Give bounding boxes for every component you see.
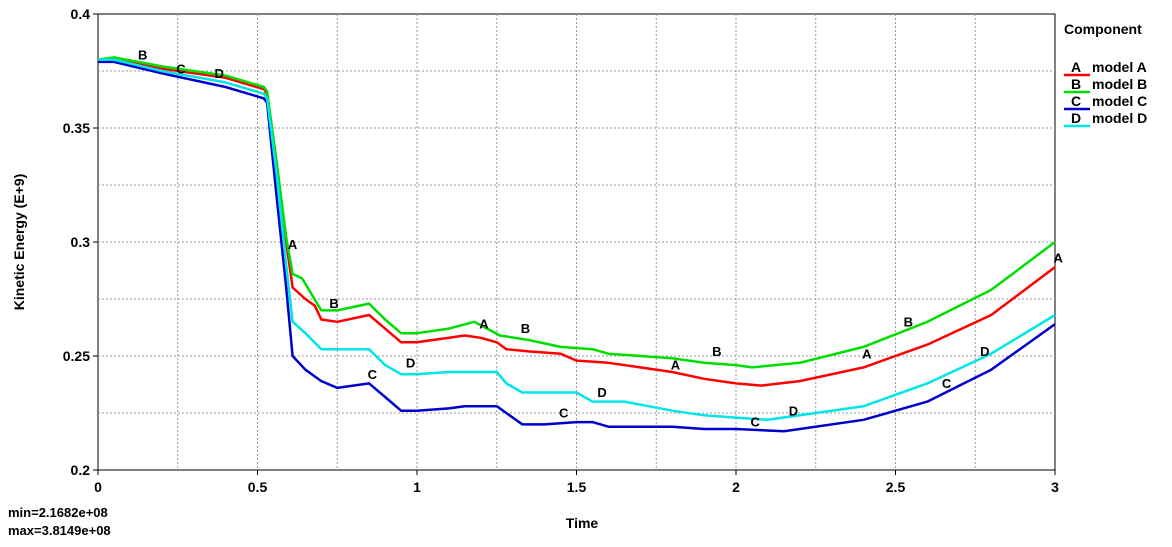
- series-marker-c: C: [176, 61, 186, 76]
- series-marker-a: A: [1053, 251, 1063, 266]
- y-tick-label: 0.25: [63, 348, 90, 364]
- y-tick-label: 0.35: [63, 120, 90, 136]
- x-tick-label: 0: [94, 479, 102, 495]
- series-line-c: [98, 60, 1056, 433]
- series-marker-c: C: [368, 367, 378, 382]
- x-tick-label: 2.5: [886, 479, 906, 495]
- series-marker-b: B: [138, 48, 147, 63]
- series-marker-a: A: [288, 237, 298, 252]
- y-tick-label: 0.2: [71, 462, 91, 478]
- legend-key-c: C: [1071, 93, 1081, 109]
- legend-key-d: D: [1071, 110, 1081, 126]
- x-tick-label: 2: [732, 479, 740, 495]
- series-marker-d: D: [597, 385, 606, 400]
- x-axis-label: Time: [566, 515, 599, 531]
- x-tick-label: 1.5: [567, 479, 587, 495]
- y-axis-label: Kinetic Energy (E+9): [11, 174, 27, 311]
- series-layer: [97, 56, 1056, 433]
- legend-key-a: A: [1071, 59, 1081, 75]
- y-tick-label: 0.3: [71, 234, 91, 250]
- min-stat: min=2.1682e+08: [8, 505, 108, 520]
- series-marker-a: A: [862, 346, 872, 361]
- grid-lines: [98, 14, 1055, 470]
- axes: 0 0.5 1 1.5 2 2.5 3 0.2 0.25 0.3 0.35 0.4: [63, 6, 1059, 495]
- x-tick-label: 3: [1051, 479, 1059, 495]
- max-stat: max=3.8149e+08: [8, 523, 111, 538]
- legend-key-b: B: [1071, 76, 1081, 92]
- series-marker-b: B: [329, 296, 338, 311]
- series-marker-d: D: [980, 344, 989, 359]
- series-marker-d: D: [406, 355, 415, 370]
- series-marker-labels: A A A A A B B B B B C C C C C D D D D D: [138, 48, 1064, 430]
- series-marker-c: C: [559, 406, 569, 421]
- series-marker-b: B: [904, 314, 913, 329]
- series-marker-c: C: [942, 376, 952, 391]
- x-tick-label: 0.5: [248, 479, 268, 495]
- legend-entry-c: model C: [1092, 93, 1147, 109]
- legend-entry-d: model D: [1092, 110, 1147, 126]
- series-marker-c: C: [750, 415, 760, 430]
- legend-entry-b: model B: [1092, 76, 1147, 92]
- series-marker-b: B: [521, 321, 530, 336]
- legend-entry-a: model A: [1092, 59, 1147, 75]
- series-line-d: [98, 58, 1056, 422]
- series-marker-d: D: [215, 66, 224, 81]
- series-marker-a: A: [671, 358, 681, 373]
- legend-title: Component: [1064, 21, 1142, 37]
- series-marker-a: A: [479, 317, 489, 332]
- x-tick-label: 1: [413, 479, 421, 495]
- series-marker-b: B: [712, 344, 721, 359]
- y-tick-label: 0.4: [71, 6, 91, 22]
- series-marker-d: D: [789, 403, 798, 418]
